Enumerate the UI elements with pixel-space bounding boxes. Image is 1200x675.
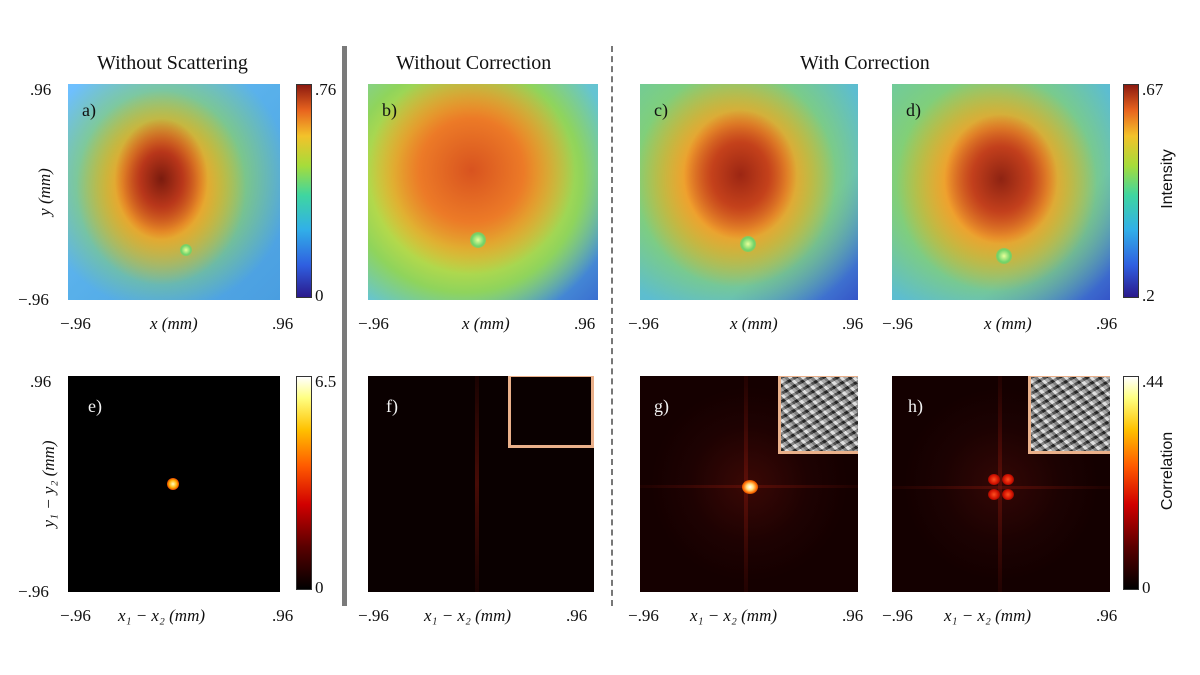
colorbar-correlation-e (296, 376, 312, 590)
correlation-peak (167, 478, 179, 490)
panel-c-intensity-map (640, 84, 858, 300)
y-axis-label: y (mm) (35, 168, 54, 216)
panel-label-f: f) (386, 396, 398, 416)
y-tick-bottom: −.96 (18, 290, 49, 309)
colorbar-correlation (1123, 376, 1139, 590)
colorbar-a-max: .76 (315, 80, 337, 99)
section-divider-dashed (611, 46, 613, 606)
colorbar-a-min: 0 (315, 286, 324, 305)
y-tick-bottom-e: −.96 (18, 582, 49, 601)
colorbar-e-min: 0 (315, 578, 324, 597)
x-tick-right-a: .96 (272, 314, 294, 333)
x-axis-label-b: x (mm) (462, 314, 510, 333)
panel-label-d: d) (906, 100, 921, 120)
panel-label-g: g) (654, 396, 669, 416)
panel-f-correlation-map (368, 376, 594, 592)
x-tick-left-g: −.96 (628, 606, 659, 625)
colorbar-e-max: 6.5 (315, 372, 337, 391)
panel-label-e: e) (88, 396, 102, 416)
title-without-scattering: Without Scattering (97, 52, 248, 74)
x-axis-label-h: x₁ − x₂ (mm) (944, 606, 1032, 625)
colorbar-intensity (1123, 84, 1139, 298)
x-tick-left-f: −.96 (358, 606, 389, 625)
title-with-correction: With Correction (800, 52, 930, 74)
panel-label-h: h) (908, 396, 923, 416)
bright-spot (470, 232, 486, 248)
x-axis-label-d: x (mm) (984, 314, 1032, 333)
x-tick-right-d: .96 (1096, 314, 1118, 333)
x-axis-label-e: x₁ − x₂ (mm) (118, 606, 206, 625)
x-tick-left-h: −.96 (882, 606, 913, 625)
colorbar-intensity-min: .2 (1142, 286, 1155, 305)
colorbar-intensity-max: .67 (1142, 80, 1164, 99)
colorbar-correlation-max: .44 (1142, 372, 1164, 391)
y-axis-label-e: y₁ − y₂ (mm) (39, 440, 58, 528)
title-without-correction: Without Correction (396, 52, 552, 74)
correlation-streak (475, 376, 479, 592)
panel-a-intensity-map (68, 84, 280, 300)
correlation-lobe (988, 474, 1000, 485)
phase-mask-inset (1028, 376, 1110, 454)
correlation-streak-horizontal (892, 486, 1110, 489)
correlation-lobe (1002, 489, 1014, 500)
y-tick-top-e: .96 (30, 372, 52, 391)
panel-g-correlation-map (640, 376, 858, 592)
panel-e-correlation-map (68, 376, 280, 592)
panel-b-intensity-map (368, 84, 598, 300)
x-axis-label-g: x₁ − x₂ (mm) (690, 606, 778, 625)
phase-mask-inset (778, 376, 858, 454)
bright-spot (996, 248, 1012, 264)
correlation-streak-vertical (998, 376, 1002, 592)
x-tick-right-b: .96 (574, 314, 596, 333)
panel-label-a: a) (82, 100, 96, 120)
y-tick-top: .96 (30, 80, 52, 99)
x-tick-right-f: .96 (566, 606, 588, 625)
colorbar-intensity-a (296, 84, 312, 298)
x-tick-left-e: −.96 (60, 606, 91, 625)
correlation-peak (742, 480, 758, 494)
panel-d-intensity-map (892, 84, 1110, 300)
x-tick-left-c: −.96 (628, 314, 659, 333)
x-tick-left-b: −.96 (358, 314, 389, 333)
x-tick-left-d: −.96 (882, 314, 913, 333)
colorbar-correlation-label: Correlation (1159, 431, 1176, 511)
section-divider-solid (342, 46, 347, 606)
x-tick-right-c: .96 (842, 314, 864, 333)
correlation-lobe (1002, 474, 1014, 485)
bright-spot (180, 244, 192, 256)
x-tick-right-h: .96 (1096, 606, 1118, 625)
panel-h-correlation-map (892, 376, 1110, 592)
x-axis-label-c: x (mm) (730, 314, 778, 333)
panel-label-b: b) (382, 100, 397, 120)
correlation-lobe (988, 489, 1000, 500)
colorbar-correlation-min: 0 (1142, 578, 1151, 597)
x-tick-left-a: −.96 (60, 314, 91, 333)
bright-spot (740, 236, 756, 252)
x-axis-label-f: x₁ − x₂ (mm) (424, 606, 512, 625)
x-axis-label-a: x (mm) (150, 314, 198, 333)
panel-label-c: c) (654, 100, 668, 120)
x-tick-right-e: .96 (272, 606, 294, 625)
x-tick-right-g: .96 (842, 606, 864, 625)
colorbar-intensity-label: Intensity (1159, 149, 1176, 209)
phase-mask-inset-empty (508, 376, 594, 448)
